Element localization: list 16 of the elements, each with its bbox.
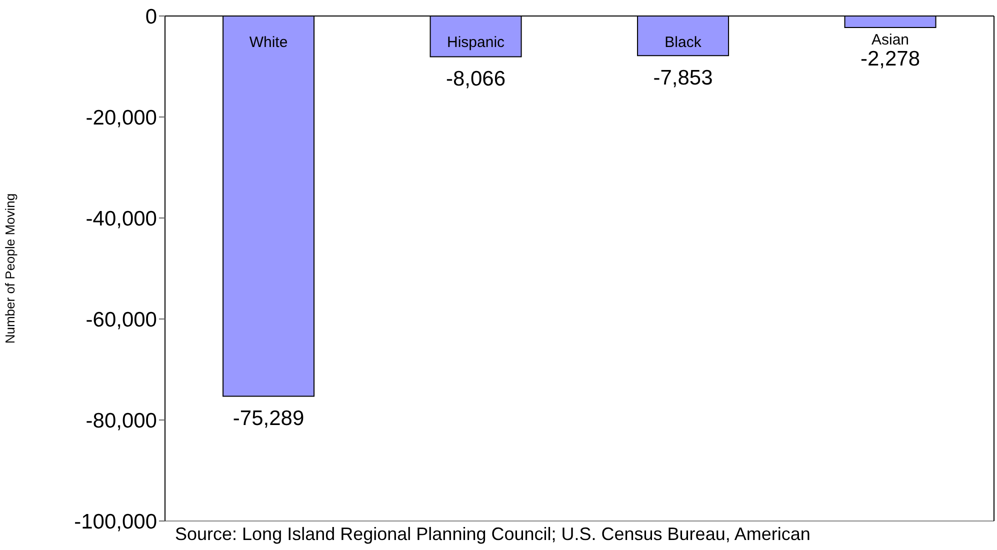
y-tick-label: -60,000 — [86, 308, 157, 332]
y-tick-label: -20,000 — [86, 106, 157, 130]
y-tick-label: -80,000 — [86, 409, 157, 432]
y-axis-title: Number of People Moving — [2, 193, 18, 344]
y-tick-label: -100,000 — [74, 510, 157, 534]
data-label: -8,066 — [446, 68, 506, 91]
data-label: -7,853 — [653, 66, 713, 90]
x-tick-label: White — [249, 34, 288, 51]
y-tick-label: 0 — [145, 5, 157, 28]
data-label: -2,278 — [860, 48, 920, 71]
x-tick-label: Black — [664, 34, 702, 51]
source-note: Source: Long Island Regional Planning Council; U.S. Census Bureau, American — [175, 524, 810, 545]
data-label: -75,289 — [232, 407, 304, 430]
x-tick-label: Asian — [872, 32, 910, 49]
x-tick-label: Hispanic — [447, 34, 506, 51]
y-tick-label: -40,000 — [86, 207, 157, 230]
